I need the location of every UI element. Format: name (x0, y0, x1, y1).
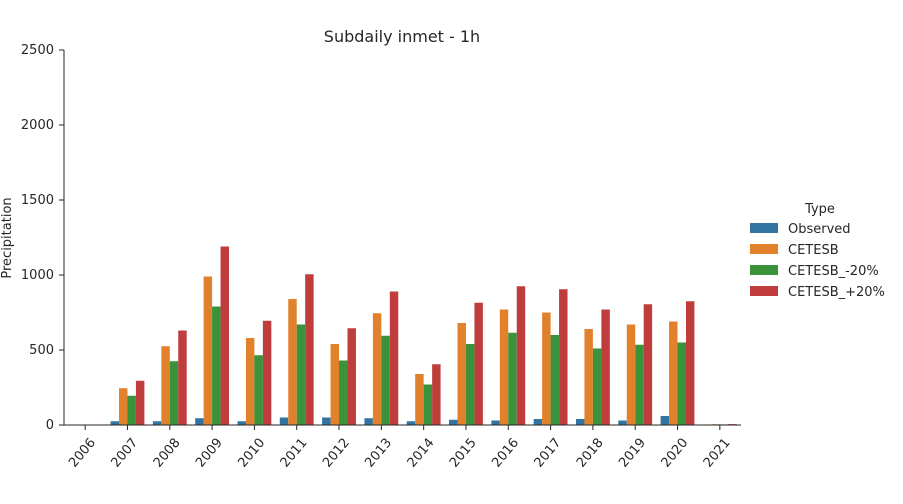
bar-2013-CETESB_-20% (381, 336, 389, 425)
y-tick-label: 2500 (21, 43, 54, 58)
legend-label: CETESB_+20% (788, 285, 885, 300)
bar-2017-CETESB_-20% (551, 335, 559, 425)
bar-2010-CETESB (246, 338, 254, 425)
bar-2008-CETESB (161, 346, 169, 425)
bars-group (111, 247, 737, 426)
bar-2016-Observed (491, 421, 499, 426)
bar-2012-CETESB (331, 344, 339, 425)
bar-2009-CETESB (204, 277, 212, 426)
bar-2013-CETESB (373, 313, 381, 425)
bar-2016-CETESB (500, 310, 508, 426)
bar-2008-Observed (153, 421, 161, 425)
bar-2007-CETESB (119, 388, 127, 425)
bar-2011-CETESB (288, 299, 296, 425)
x-tick-label: 2015 (447, 436, 480, 471)
legend-label: Observed (788, 222, 851, 237)
y-axis-label: Precipitation (0, 197, 15, 278)
bar-2008-CETESB_+20% (178, 331, 186, 426)
x-tick-label: 2014 (405, 436, 438, 471)
bar-2018-Observed (576, 419, 584, 425)
bar-2012-CETESB_+20% (347, 328, 355, 425)
bar-2014-CETESB_-20% (424, 385, 432, 426)
bar-2019-CETESB (627, 325, 635, 426)
y-tick-label: 0 (46, 418, 54, 433)
bar-2015-Observed (449, 420, 457, 425)
bar-2007-CETESB_-20% (127, 396, 135, 425)
bar-2009-Observed (195, 418, 203, 425)
bar-2014-CETESB (415, 374, 423, 425)
bar-2019-CETESB_+20% (644, 304, 652, 425)
legend-swatch (750, 265, 778, 275)
x-tick-label: 2020 (659, 436, 692, 471)
x-tick-label: 2008 (151, 436, 184, 471)
bar-2018-CETESB_-20% (593, 349, 601, 426)
x-tick-label: 2009 (193, 436, 226, 471)
bar-2017-CETESB (542, 313, 550, 426)
legend-swatch (750, 223, 778, 233)
x-tick-label: 2019 (616, 436, 649, 471)
bar-2008-CETESB_-20% (170, 361, 178, 425)
x-tick-label: 2011 (278, 436, 311, 471)
x-tick-label: 2013 (362, 436, 395, 471)
x-tick-label: 2021 (701, 436, 734, 471)
x-tick-label: 2006 (66, 436, 99, 471)
bar-2020-CETESB_+20% (686, 301, 694, 425)
bar-2012-Observed (322, 418, 330, 426)
bar-2015-CETESB_-20% (466, 344, 474, 425)
bar-2011-Observed (280, 418, 288, 426)
x-tick-label: 2016 (489, 436, 522, 471)
bar-2015-CETESB_+20% (474, 303, 482, 425)
bar-2011-CETESB_+20% (305, 274, 313, 425)
y-tick-label: 1500 (21, 193, 54, 208)
bar-2010-Observed (237, 421, 245, 425)
bar-2016-CETESB_-20% (508, 333, 516, 425)
bar-2014-CETESB_+20% (432, 364, 440, 425)
chart-title: Subdaily inmet - 1h (324, 27, 480, 46)
bar-2017-CETESB_+20% (559, 289, 567, 425)
x-tick-label: 2017 (532, 436, 565, 471)
y-tick-label: 1000 (21, 268, 54, 283)
x-tick-label: 2010 (235, 436, 268, 471)
bar-2020-CETESB_-20% (678, 343, 686, 426)
y-axis: 0 500 1000 1500 2000 2500 (21, 43, 64, 433)
bar-2009-CETESB_+20% (221, 247, 229, 426)
legend-label: CETESB_-20% (788, 264, 879, 279)
y-tick-label: 2000 (21, 118, 54, 133)
legend: Type Observed CETESB CETESB_-20% CETESB_+20… (750, 202, 885, 300)
bar-2018-CETESB (584, 329, 592, 425)
bar-2017-Observed (534, 419, 542, 425)
legend-swatch (750, 286, 778, 296)
legend-label: CETESB (788, 243, 839, 258)
bar-2020-CETESB (669, 322, 677, 426)
legend-title: Type (804, 202, 835, 217)
bar-2019-Observed (618, 421, 626, 426)
bar-2010-CETESB_+20% (263, 321, 271, 425)
bar-2020-Observed (661, 416, 669, 425)
bar-2009-CETESB_-20% (212, 307, 220, 426)
y-tick-label: 500 (29, 343, 54, 358)
bar-2007-Observed (111, 421, 119, 425)
bar-2010-CETESB_-20% (254, 355, 262, 425)
x-tick-label: 2007 (109, 436, 142, 471)
bar-2013-Observed (364, 418, 372, 425)
bar-2019-CETESB_-20% (635, 345, 643, 425)
bar-2016-CETESB_+20% (517, 286, 525, 425)
x-axis: 2006 2007 2008 2009 2010 2011 2012 2013 2014 2015… (64, 425, 741, 471)
bar-2013-CETESB_+20% (390, 292, 398, 426)
x-tick-label: 2012 (320, 436, 353, 471)
legend-swatch (750, 244, 778, 254)
bar-2014-Observed (407, 421, 415, 425)
bar-2015-CETESB (458, 323, 466, 425)
bar-2007-CETESB_+20% (136, 381, 144, 425)
x-tick-label: 2018 (574, 436, 607, 471)
bar-2012-CETESB_-20% (339, 361, 347, 426)
bar-2011-CETESB_-20% (297, 325, 305, 426)
bar-2018-CETESB_+20% (601, 310, 609, 426)
